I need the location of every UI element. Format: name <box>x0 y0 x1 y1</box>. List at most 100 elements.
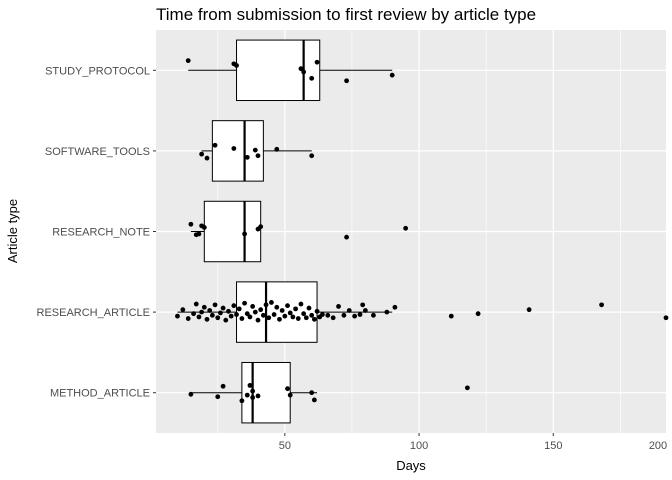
x-axis: 50 100 150 200 <box>279 433 667 452</box>
data-point <box>309 390 315 396</box>
data-point <box>309 75 315 81</box>
data-point <box>201 304 207 310</box>
data-point <box>215 315 221 321</box>
y-axis-title: Article type <box>5 199 20 263</box>
data-point <box>199 151 205 157</box>
data-point <box>336 304 341 309</box>
data-point <box>250 395 256 400</box>
data-point <box>223 317 229 323</box>
y-tick-label: RESEARCH_ARTICLE <box>37 307 151 319</box>
data-point <box>344 234 349 240</box>
data-point <box>475 311 481 317</box>
data-point <box>193 301 199 307</box>
data-point <box>290 314 296 320</box>
data-point <box>295 316 301 321</box>
data-point <box>320 312 325 317</box>
data-point <box>255 153 261 159</box>
data-point <box>392 304 398 310</box>
y-tick-label: STUDY_PROTOCOL <box>45 65 150 77</box>
data-point <box>360 302 366 308</box>
boxes <box>177 39 393 424</box>
data-point <box>293 306 298 312</box>
data-point <box>250 304 256 309</box>
data-point <box>325 312 331 318</box>
data-point <box>303 315 309 321</box>
data-point <box>231 146 237 151</box>
data-point <box>448 313 454 319</box>
data-point <box>389 72 395 78</box>
data-point <box>314 308 320 314</box>
data-point <box>252 147 258 153</box>
x-axis-title: Days <box>396 458 426 473</box>
data-point <box>311 316 317 322</box>
data-point <box>298 301 304 307</box>
data-point <box>236 306 242 312</box>
data-point <box>301 311 307 317</box>
x-tick-label: 50 <box>279 440 291 452</box>
data-point <box>188 221 194 227</box>
data-point <box>346 308 352 313</box>
data-point <box>196 231 202 237</box>
box-research-note <box>190 200 262 263</box>
data-point <box>231 303 237 309</box>
data-point <box>371 312 376 318</box>
y-tick-label: RESEARCH_NOTE <box>52 227 150 239</box>
data-points <box>175 58 669 404</box>
data-point <box>526 307 532 313</box>
data-point <box>209 312 215 318</box>
data-point <box>384 309 390 315</box>
box-iqr <box>203 200 262 263</box>
data-point <box>258 307 264 313</box>
y-tick-label: METHOD_ARTICLE <box>50 388 150 400</box>
data-point <box>352 313 358 319</box>
data-point <box>285 386 290 392</box>
data-point <box>464 385 470 391</box>
data-point <box>362 308 368 313</box>
data-point <box>357 312 363 317</box>
data-point <box>255 317 261 323</box>
data-point <box>309 312 315 318</box>
data-point <box>330 315 336 321</box>
data-point <box>298 66 304 72</box>
data-point <box>215 394 221 400</box>
data-point <box>311 397 317 403</box>
data-point <box>266 315 272 321</box>
data-point <box>252 309 258 315</box>
data-point <box>247 314 253 320</box>
data-point <box>199 309 205 315</box>
y-axis: STUDY_PROTOCOL SOFTWARE_TOOLS RESEARCH_NOT… <box>37 65 156 400</box>
data-point <box>234 312 239 317</box>
data-point <box>301 69 307 75</box>
data-point <box>282 313 288 319</box>
data-point <box>403 225 409 231</box>
data-point <box>234 63 239 68</box>
data-point <box>599 302 604 308</box>
data-point <box>218 310 223 316</box>
data-point <box>250 388 256 394</box>
data-point <box>287 392 293 398</box>
data-point <box>185 316 191 321</box>
data-point <box>255 393 261 399</box>
data-point <box>242 300 247 306</box>
data-point <box>314 59 320 65</box>
data-point <box>309 153 315 159</box>
chart-title: Time from submission to first review by … <box>156 5 536 24</box>
data-point <box>220 383 226 389</box>
data-point <box>207 308 213 313</box>
data-point <box>239 398 245 404</box>
data-point <box>341 312 347 318</box>
data-point <box>271 312 277 317</box>
data-point <box>242 231 247 237</box>
data-point <box>663 315 669 321</box>
data-point <box>212 302 218 308</box>
data-point <box>244 154 250 160</box>
data-point <box>175 313 180 319</box>
y-tick-label: SOFTWARE_TOOLS <box>45 146 150 158</box>
data-point <box>185 58 191 64</box>
data-point <box>258 224 264 230</box>
data-point <box>204 316 210 322</box>
data-point <box>285 303 290 309</box>
data-point <box>260 312 266 318</box>
box-method-article <box>190 361 318 424</box>
